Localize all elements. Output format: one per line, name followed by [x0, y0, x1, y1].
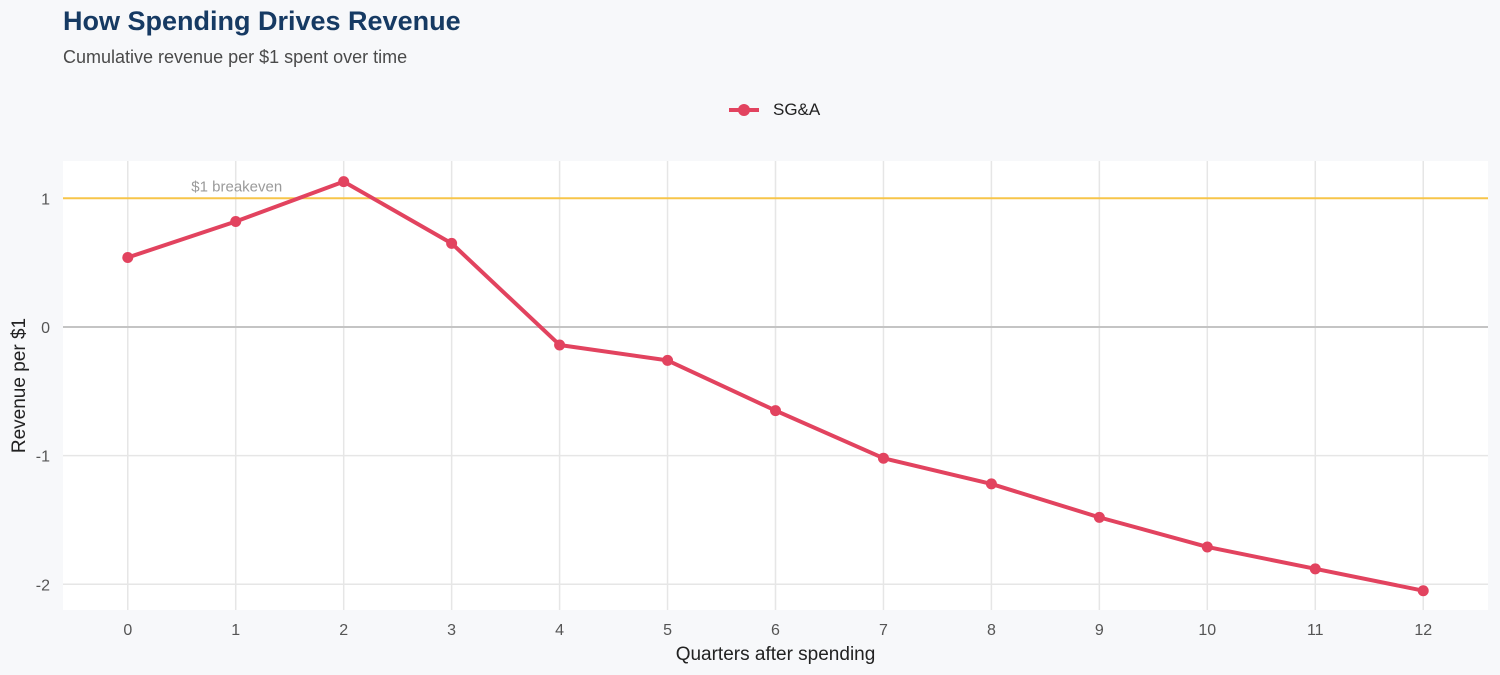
y-tick-label: 1	[41, 191, 50, 208]
y-tick-labels: 1 0 -1 -2	[36, 191, 50, 594]
chart-subtitle: Cumulative revenue per $1 spent over tim…	[63, 47, 408, 67]
data-point	[446, 237, 458, 249]
x-tick-label: 12	[1414, 622, 1432, 639]
x-tick-label: 0	[123, 622, 132, 639]
x-axis-title: Quarters after spending	[676, 644, 876, 665]
x-tick-label: 9	[1095, 622, 1104, 639]
legend: SG&A	[729, 99, 820, 121]
data-point	[122, 251, 134, 263]
data-point	[1093, 511, 1105, 523]
breakeven-label: $1 breakeven	[191, 178, 282, 195]
data-point	[554, 339, 566, 351]
y-tick-label: -1	[36, 449, 50, 466]
data-point	[1201, 541, 1213, 553]
data-point	[877, 452, 889, 464]
x-tick-label: 6	[771, 622, 780, 639]
data-point	[770, 405, 781, 417]
data-point	[338, 176, 350, 188]
series-sga	[122, 176, 1429, 597]
legend-key-point	[738, 104, 750, 116]
x-gridlines	[127, 161, 1424, 610]
x-tick-label: 3	[447, 622, 456, 639]
x-tick-label: 11	[1307, 622, 1324, 639]
legend-key-sga	[729, 99, 759, 121]
x-tick-labels: 0 1 2 3 4 5 6 7 8 9 10 11 12	[123, 622, 1432, 639]
x-tick-label: 2	[339, 622, 348, 639]
y-axis-title: Revenue per $1	[9, 318, 30, 453]
x-tick-label: 4	[555, 622, 564, 639]
x-tick-label: 5	[663, 622, 672, 639]
chart-title: How Spending Drives Revenue	[63, 6, 461, 36]
x-tick-label: 8	[987, 622, 996, 639]
x-tick-label: 7	[879, 622, 888, 639]
data-point	[985, 478, 997, 490]
data-point	[230, 215, 242, 227]
y-tick-label: 0	[41, 320, 50, 337]
y-tick-label: -2	[36, 577, 50, 594]
x-tick-label: 1	[231, 622, 240, 639]
data-point	[1309, 563, 1321, 575]
data-point	[662, 354, 674, 366]
x-tick-label: 10	[1198, 622, 1216, 639]
legend-label-sga: SG&A	[773, 100, 821, 119]
data-point	[1417, 585, 1429, 597]
